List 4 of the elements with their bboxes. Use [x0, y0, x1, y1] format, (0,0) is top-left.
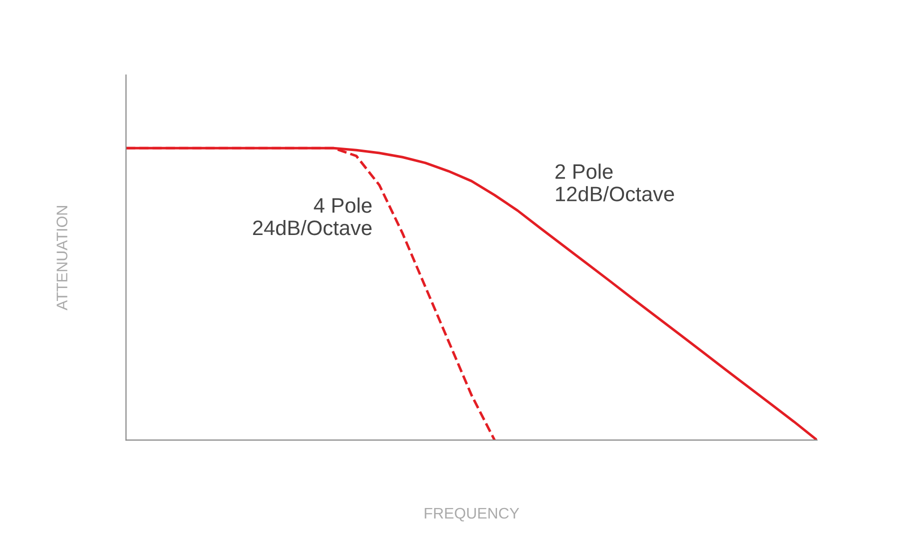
y-axis-title: ATTENUATION	[56, 206, 68, 310]
series-label: 4 Pole 24dB/Octave	[253, 198, 372, 236]
x-axis-title: FREQUENCY	[424, 508, 520, 522]
series-label: 2 Pole 12dB/Octave	[555, 164, 674, 202]
